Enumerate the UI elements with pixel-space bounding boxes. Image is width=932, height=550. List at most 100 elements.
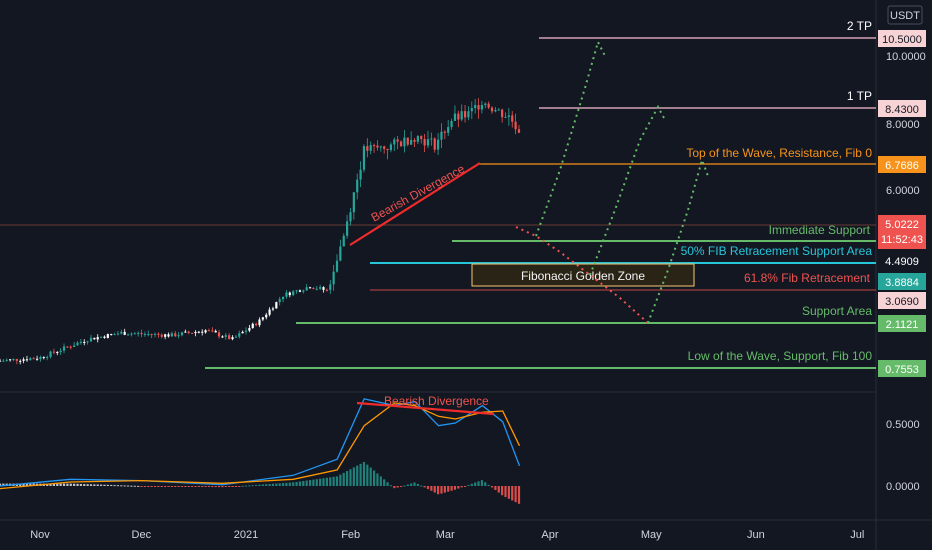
candle (184, 329, 187, 333)
candle (396, 135, 399, 150)
candle-body (86, 341, 89, 343)
level-labels: 2 TP 1 TP Top of the Wave, Resistance, F… (681, 19, 873, 363)
candle-body (29, 358, 32, 361)
candle-body (281, 296, 285, 300)
macd-bar (460, 486, 463, 488)
candle (29, 357, 32, 361)
candle (42, 356, 45, 360)
candle (322, 286, 325, 293)
macd-bar (248, 485, 251, 487)
candle (56, 351, 59, 356)
macd-bar (511, 486, 514, 501)
candle (207, 328, 211, 332)
candle-body (403, 137, 406, 147)
candle-body (103, 336, 106, 338)
macd-bar (143, 486, 147, 487)
candle-body (197, 331, 200, 333)
candle (35, 355, 39, 361)
candle-body (150, 333, 153, 335)
candle-body (342, 235, 345, 247)
candle-body (174, 333, 177, 337)
macd-bar (49, 483, 52, 486)
price-axis[interactable]: USDT 10.0000 8.0000 6.0000 10.5000 8.430… (878, 5, 926, 493)
macd-bar (258, 484, 261, 486)
tag-current-price-text: 5.0222 (885, 219, 919, 231)
bearish-divergence-macd-line[interactable] (356, 401, 495, 416)
macd-bar (403, 485, 406, 487)
candle (69, 345, 72, 350)
macd-bar (329, 477, 332, 486)
candle-body (511, 115, 514, 122)
bearish-divergence-price-line[interactable] (349, 162, 481, 246)
candle-body (120, 331, 123, 334)
candle (295, 289, 298, 294)
candle (501, 108, 504, 123)
bearish-divergence-macd-label: Bearish Divergence (384, 394, 489, 408)
macd-bar (480, 480, 484, 486)
x-tick-mar: Mar (436, 529, 455, 541)
price-levels[interactable] (0, 37, 876, 369)
macd-bar (103, 484, 106, 486)
candle (201, 329, 204, 336)
candle (86, 340, 89, 345)
macd-bar (120, 485, 123, 487)
candle (0, 358, 2, 362)
candle-body (292, 291, 295, 296)
macd-bar (228, 486, 231, 487)
macd-bar (96, 484, 99, 486)
macd-bar (362, 462, 366, 486)
candle (5, 358, 8, 362)
candle (19, 359, 22, 365)
candle (477, 98, 480, 119)
candle-body (42, 357, 45, 359)
candle-body (437, 139, 440, 150)
candle (325, 288, 328, 292)
tag-3069-text: 3.0690 (885, 296, 919, 308)
candle-body (180, 332, 184, 336)
candle (228, 333, 231, 340)
candle-body (248, 327, 251, 331)
macd-bar (356, 465, 359, 486)
y-tick-10: 10.0000 (886, 51, 926, 63)
candle (241, 330, 244, 334)
candle-body (46, 356, 49, 358)
candle (406, 137, 409, 147)
candle-body (308, 287, 312, 289)
x-tick-apr: Apr (541, 529, 558, 541)
macd-bar (349, 469, 352, 486)
macd-bar (346, 471, 349, 486)
macd-bar (255, 484, 258, 486)
macd-bar (59, 483, 62, 486)
candle-body (379, 146, 382, 148)
macd-bar (190, 486, 194, 487)
macd-bar (484, 482, 487, 486)
time-axis[interactable]: Nov Dec 2021 Feb Mar Apr May Jun Jul (30, 529, 864, 541)
macd-bar (335, 476, 339, 486)
tag-tp1 (878, 100, 926, 117)
candle-body (0, 360, 2, 362)
candle (460, 104, 463, 122)
candle (194, 330, 197, 337)
macd-bar (275, 483, 278, 486)
candle-body (35, 358, 39, 360)
candle-body (312, 288, 315, 290)
macd-bar (234, 486, 237, 487)
candle-body (106, 334, 109, 338)
candle (278, 296, 281, 306)
macd-bar (322, 478, 325, 486)
candle (389, 142, 393, 153)
candle-body (474, 105, 477, 109)
candle-body (221, 336, 224, 338)
candle-body (143, 334, 147, 336)
candle-body (470, 108, 473, 112)
macd-bar (487, 484, 490, 486)
candle-body (460, 111, 463, 120)
candle (265, 312, 268, 320)
candle-body (271, 308, 275, 310)
candle (234, 334, 237, 338)
candle (480, 100, 484, 114)
candle (123, 328, 126, 336)
candle-body (73, 345, 76, 347)
golden-zone[interactable]: Fibonacci Golden Zone (471, 263, 695, 287)
